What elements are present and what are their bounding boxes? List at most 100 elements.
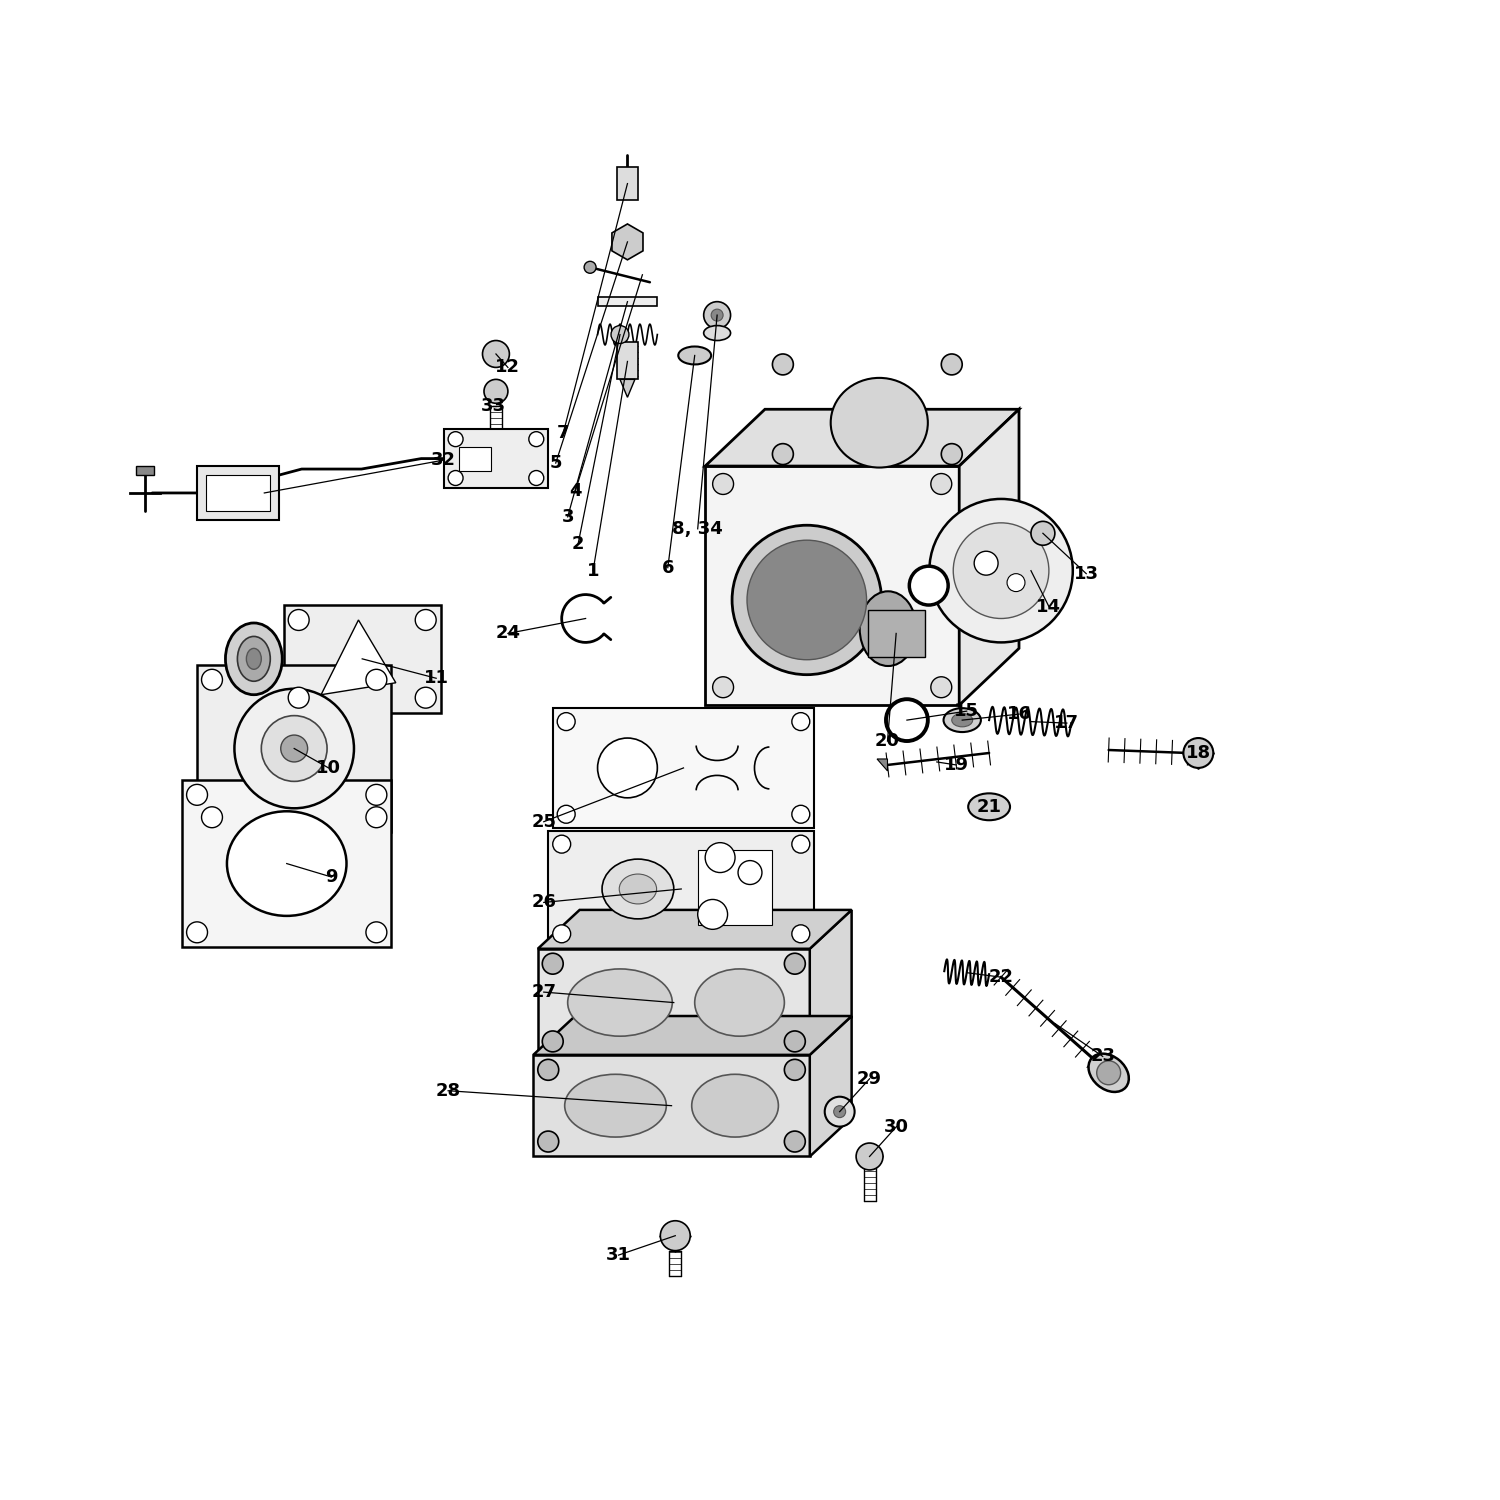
Bar [552,708,814,828]
Polygon shape [538,910,852,950]
Circle shape [704,302,730,328]
Ellipse shape [564,1074,666,1137]
Bar [698,850,772,926]
Bar [538,950,810,1056]
Circle shape [784,1131,806,1152]
Text: 13: 13 [1074,564,1098,582]
Circle shape [705,843,735,873]
Circle shape [784,1030,806,1051]
Polygon shape [878,759,888,771]
Bar [206,476,270,512]
Circle shape [792,836,810,854]
Ellipse shape [602,859,674,920]
Circle shape [932,676,951,698]
Bar [196,664,392,832]
Text: 17: 17 [1054,714,1080,732]
Circle shape [366,807,387,828]
Circle shape [552,836,570,854]
Circle shape [792,806,810,824]
Text: 30: 30 [884,1118,909,1136]
Bar [549,831,814,948]
Circle shape [556,712,574,730]
Ellipse shape [692,1074,778,1137]
Circle shape [416,609,436,630]
Ellipse shape [1089,1053,1130,1092]
Circle shape [366,784,387,806]
Text: 14: 14 [1036,597,1062,615]
Circle shape [712,676,734,698]
Bar [705,466,958,705]
Ellipse shape [859,591,916,666]
Bar [597,297,657,306]
Text: 7: 7 [556,424,570,442]
Text: 32: 32 [430,452,456,470]
Polygon shape [612,224,644,260]
Bar [616,342,638,380]
Circle shape [784,1059,806,1080]
Text: 19: 19 [944,756,969,774]
Ellipse shape [567,969,672,1036]
Circle shape [974,550,998,574]
Circle shape [660,1221,690,1251]
Circle shape [747,540,867,660]
Text: 5: 5 [549,454,562,472]
Ellipse shape [951,714,972,728]
Circle shape [825,1096,855,1126]
Circle shape [366,922,387,944]
Circle shape [932,474,951,495]
Ellipse shape [226,812,346,916]
Circle shape [261,716,327,782]
Circle shape [772,354,794,375]
Circle shape [280,735,308,762]
Text: 9: 9 [326,868,338,886]
Text: 31: 31 [606,1246,631,1264]
Circle shape [856,1143,883,1170]
Text: 2: 2 [572,536,585,554]
Circle shape [201,669,222,690]
Ellipse shape [704,326,730,340]
Text: 28: 28 [435,1082,460,1100]
Circle shape [772,444,794,465]
Text: 8, 34: 8, 34 [672,520,723,538]
Polygon shape [321,620,396,695]
Ellipse shape [694,969,784,1036]
Bar [616,166,638,200]
Circle shape [712,474,734,495]
Circle shape [288,687,309,708]
Ellipse shape [678,346,711,364]
Circle shape [1096,1060,1120,1084]
Bar [182,780,392,948]
Polygon shape [705,410,1019,466]
Circle shape [186,784,207,806]
Text: 33: 33 [480,398,506,416]
Text: 26: 26 [531,894,556,912]
Text: 1: 1 [586,561,600,579]
Ellipse shape [225,622,282,694]
Text: 18: 18 [1186,744,1210,762]
Text: 12: 12 [495,358,520,376]
Circle shape [1184,738,1214,768]
Circle shape [952,524,1048,618]
Circle shape [530,432,544,447]
Text: 27: 27 [531,982,556,1000]
Circle shape [792,712,810,730]
Bar [459,447,492,471]
Circle shape [538,1059,558,1080]
Text: 24: 24 [495,624,520,642]
Polygon shape [620,380,634,398]
Ellipse shape [246,648,261,669]
Text: 22: 22 [988,968,1014,986]
Circle shape [1030,522,1054,546]
Text: 23: 23 [1090,1047,1114,1065]
Circle shape [930,500,1072,642]
Circle shape [909,566,948,604]
Circle shape [543,952,562,974]
Text: 11: 11 [423,669,448,687]
Circle shape [886,699,928,741]
Circle shape [556,806,574,824]
Circle shape [448,432,464,447]
Circle shape [1007,573,1025,591]
Circle shape [538,1131,558,1152]
Text: 20: 20 [874,732,900,750]
Circle shape [543,1030,562,1051]
